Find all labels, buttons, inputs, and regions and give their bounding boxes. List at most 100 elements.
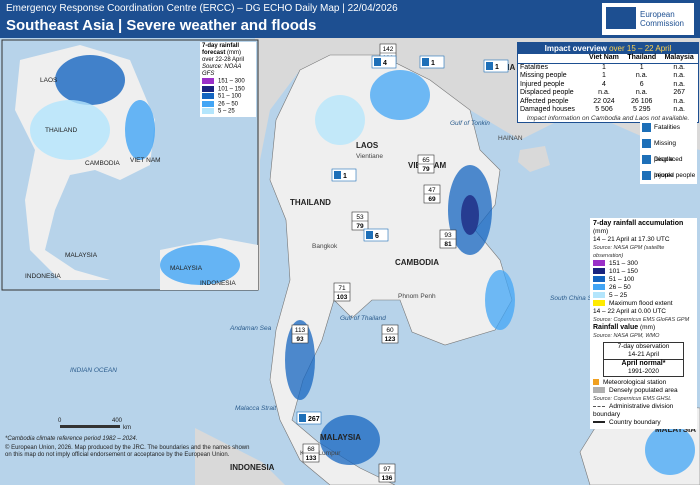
- country-label: MALAYSIA: [655, 425, 696, 434]
- impact-icons: 4 1 1 1 6 267: [296, 55, 509, 425]
- inset-label: LAOS: [40, 77, 58, 84]
- scale-bar: 0 400 km: [58, 418, 131, 431]
- legend-item: 101 – 150: [609, 268, 638, 275]
- column-header: Viet Nam: [584, 54, 624, 64]
- normal-value: 79: [356, 223, 364, 230]
- inset-land: [15, 45, 155, 280]
- legend-swatch: [202, 85, 214, 92]
- normal-value: 81: [444, 241, 452, 248]
- table-cell: 6: [639, 80, 644, 88]
- legend-item: 26 – 50: [218, 101, 239, 108]
- legend-item: 151 – 300: [218, 78, 245, 85]
- inset-rainfall: [30, 55, 240, 285]
- inset-label: THAILAND: [45, 127, 77, 134]
- land-hainan: [518, 146, 550, 172]
- legend-swatch: [202, 93, 214, 100]
- impact-count: 1: [431, 60, 435, 67]
- sea-label: Andaman Sea: [229, 325, 272, 332]
- legend-title: Rainfall value: [593, 324, 639, 331]
- rainfall-layer: [285, 70, 695, 475]
- legend-title: 7-day rainfall forecast: [202, 43, 240, 56]
- inset-label: MALAYSIA: [65, 252, 98, 259]
- legend-swatch: [593, 260, 605, 267]
- disclaimer: © European Union, 2026. Map produced by …: [5, 445, 250, 458]
- normal-value: 103: [337, 294, 348, 301]
- table-row: Damaged houses 5 506 5 295 n.a.: [518, 106, 698, 115]
- table-cell: 5 506: [595, 106, 613, 113]
- legend-row: 51 – 100: [593, 276, 694, 284]
- impact-count: 1: [343, 173, 347, 180]
- table-cell: 26 106: [631, 97, 653, 105]
- inset-label: INDONESIA: [25, 273, 61, 280]
- table-cell: 22 024: [593, 97, 615, 105]
- legend-swatch: [202, 100, 214, 107]
- icon-glyph: [422, 58, 429, 66]
- inset-label: VIET NAM: [130, 157, 161, 164]
- observed-value: 113: [295, 327, 306, 334]
- impact-table: Viet Nam Thailand Malaysia Fatalities 1 1 n.a.…: [518, 54, 698, 115]
- legend-item: 5 – 25: [609, 292, 628, 299]
- legend-item: Administrative division boundary: [593, 403, 674, 418]
- inset-legend: 7-day rainfall forecast (mm) over 22-28 …: [200, 42, 256, 117]
- observed-value: 71: [338, 285, 346, 292]
- table-cell: 1: [602, 72, 606, 79]
- table-row: Missing people 1 n.a. n.a.: [518, 72, 698, 81]
- legend-item: 51 – 100: [609, 276, 635, 283]
- impact-count: 267: [308, 416, 320, 423]
- table-cell: n.a.: [673, 72, 685, 79]
- impact-title: Impact overview: [544, 44, 607, 53]
- observed-value: 93: [444, 232, 452, 239]
- table-row: Displaced people n.a. n.a. 267: [518, 89, 698, 98]
- impact-period: over 15 – 22 April: [609, 44, 672, 53]
- legend-item: Maximum flood extent: [609, 300, 673, 307]
- island-label: HAINAN: [498, 135, 523, 142]
- city-label: Phnom Penh: [398, 293, 436, 300]
- inset-label: CAMBODIA: [85, 160, 120, 167]
- row-label: Fatalities: [520, 63, 549, 71]
- sea-label: South China Sea: [550, 295, 600, 302]
- inset-label: MALAYSIA: [170, 265, 203, 272]
- normal-value: 136: [382, 475, 393, 482]
- sea-label: Malacca Strait: [235, 405, 277, 412]
- legend-item: 26 – 50: [609, 284, 631, 291]
- table-cell: [518, 54, 585, 64]
- header: Emergency Response Coordination Centre (…: [0, 0, 700, 38]
- legend-item: Meteorological station: [603, 379, 667, 386]
- row-label: Damaged houses: [520, 106, 575, 113]
- logo-text: European Commission: [640, 10, 685, 28]
- legend-item: 51 – 100: [218, 93, 242, 100]
- icon-glyph: [334, 171, 341, 179]
- inset-label: INDONESIA: [200, 280, 236, 287]
- footnote: *Cambodia climate reference period 1982 …: [5, 436, 138, 442]
- table-cell: 4: [602, 80, 606, 88]
- country-label: THAILAND: [290, 198, 331, 207]
- row-label: Affected people: [520, 97, 569, 105]
- logo: European Commission: [602, 3, 694, 35]
- table-cell: n.a.: [673, 80, 685, 88]
- row-label: Displaced people: [520, 89, 574, 96]
- observed-value: 65: [422, 157, 430, 164]
- map-title: Southeast Asia | Severe weather and floo…: [6, 17, 317, 34]
- legend-row: 101 – 150: [593, 268, 694, 276]
- city-label: Vientiane: [356, 153, 383, 160]
- legend-item: Country boundary: [609, 419, 661, 426]
- rainfall-values: 1421216579476953799381711031139360123681…: [291, 43, 457, 483]
- icon-glyph: [486, 62, 493, 70]
- legend: 7-day rainfall accumulation (mm) 14 – 21…: [590, 218, 697, 429]
- legend-row: 5 – 25: [593, 292, 694, 300]
- sea-label: INDIAN OCEAN: [70, 367, 117, 374]
- normal-value: 69: [428, 196, 436, 203]
- footer: *Cambodia climate reference period 1982 …: [5, 436, 255, 461]
- legend-item: 101 – 150: [218, 86, 245, 93]
- sea-label: Gulf of Thailand: [340, 315, 386, 322]
- icons-legend: Fatalities Missing people Displaced people…: [640, 120, 697, 184]
- country-label: CAMBODIA: [395, 258, 439, 267]
- table-cell: n.a.: [673, 63, 685, 71]
- country-label: MALAYSIA: [320, 433, 361, 442]
- impact-count: 6: [375, 233, 379, 240]
- impact-note: Impact information on Cambodia and Laos …: [526, 114, 690, 122]
- column-header: Thailand: [623, 54, 661, 64]
- observed-value: 97: [383, 466, 391, 473]
- table-cell: n.a.: [598, 89, 610, 96]
- legend-swatch: [593, 292, 605, 299]
